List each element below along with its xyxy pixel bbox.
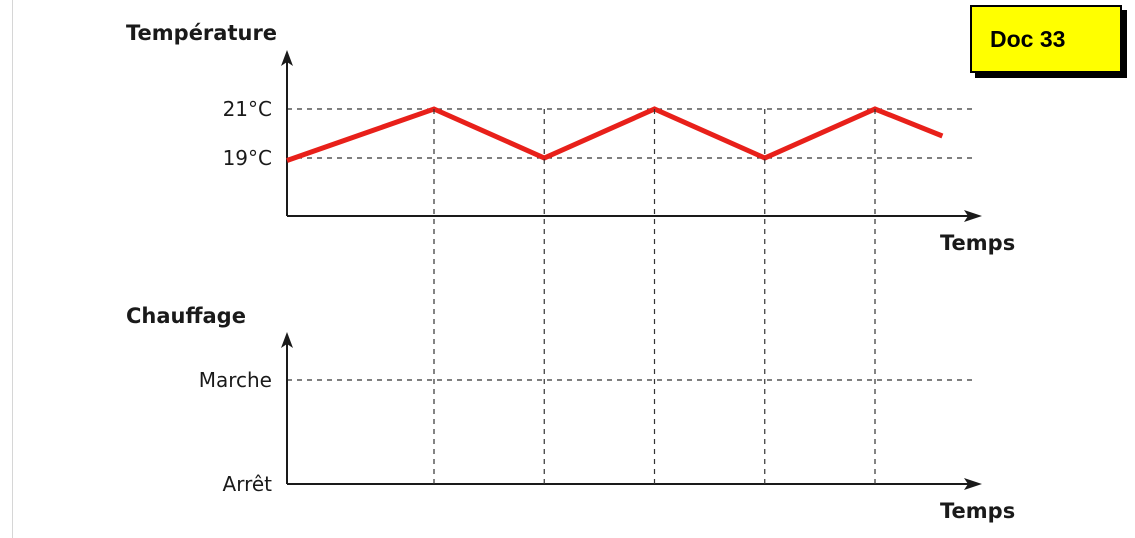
temperature-tick-labels: 21°C 19°C — [223, 97, 272, 170]
document-number-badge: Doc 33 — [970, 5, 1122, 73]
temperature-gridlines — [287, 109, 975, 158]
vertical-reference-lines — [434, 109, 875, 484]
heating-tick-label: Arrêt — [223, 472, 273, 496]
temperature-axis-title: Température — [126, 21, 277, 45]
heating-x-axis-title: Temps — [940, 499, 1015, 523]
temperature-series-line — [287, 109, 942, 161]
heating-chart: Chauffage Marche Arrêt Temps — [126, 304, 1015, 523]
heating-tick-labels: Marche Arrêt — [199, 368, 272, 496]
temperature-x-axis-title: Temps — [940, 231, 1015, 255]
temperature-tick-label: 19°C — [223, 146, 272, 170]
heating-axis-title: Chauffage — [126, 304, 246, 328]
temperature-series — [287, 109, 943, 161]
temperature-chart: Température 21°C 19°C Temps — [126, 21, 1015, 255]
document-number-label: Doc 33 — [990, 26, 1065, 53]
temperature-tick-label: 21°C — [223, 97, 272, 121]
heating-tick-label: Marche — [199, 368, 272, 392]
